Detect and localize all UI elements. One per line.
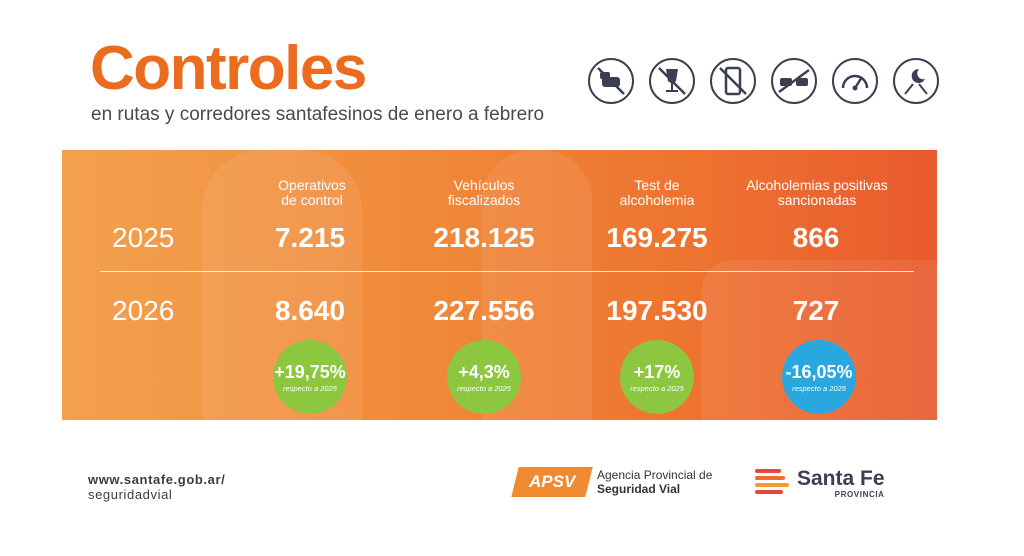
value-2026-operativos: 8.640 [274, 295, 346, 326]
speedometer-icon [832, 58, 878, 104]
apsv-logo: APSV [511, 467, 593, 497]
value-2026-alcoholemias: 727 [792, 295, 840, 326]
page-title: Controles [90, 34, 367, 103]
santa-fe-emblem-icon [755, 467, 791, 499]
no-phone-icon [710, 58, 756, 104]
no-speeding-cars-icon [588, 58, 634, 104]
value-2026-vehiculos: 227.556 [433, 295, 535, 326]
website-link[interactable]: www.santafe.gob.ar/ seguridadvial [88, 472, 226, 502]
night-driving-icon [893, 58, 939, 104]
row-divider [100, 271, 914, 272]
change-badge-alcoholemias: -16,05% respecto a 2025 [782, 340, 856, 414]
year-2025: 2025 [112, 222, 175, 253]
column-header-operativos: Operativos de control [278, 177, 346, 208]
no-overtaking-icon [771, 58, 817, 104]
value-2025-test: 169.275 [606, 222, 708, 253]
value-2026-test: 197.530 [606, 295, 708, 326]
change-badge-operativos: +19,75% respecto a 2025 [273, 340, 347, 414]
year-2026: 2026 [112, 295, 175, 326]
column-header-alcoholemias: Alcoholemias positivas sancionadas [746, 177, 888, 208]
value-2025-alcoholemias: 866 [792, 222, 840, 253]
stats-panel: Operativos de control Vehículos fiscalizad… [62, 150, 937, 420]
change-badge-test: +17% respecto a 2025 [620, 340, 694, 414]
apsv-name: Agencia Provincial de Seguridad Vial [597, 468, 713, 496]
no-alcohol-icon [649, 58, 695, 104]
value-2025-operativos: 7.215 [274, 222, 346, 253]
santa-fe-logo-block: Santa Fe PROVINCIA [755, 467, 885, 499]
column-header-vehiculos: Vehículos fiscalizados [447, 177, 521, 208]
santa-fe-name: Santa Fe [797, 466, 885, 490]
change-badge-vehiculos: +4,3% respecto a 2025 [447, 340, 521, 414]
column-header-test: Test de alcoholemia [619, 177, 695, 208]
icon-row [588, 58, 939, 104]
apsv-logo-block: APSV Agencia Provincial de Seguridad Via… [511, 467, 713, 497]
value-2025-vehiculos: 218.125 [433, 222, 535, 253]
santa-fe-provincia: PROVINCIA [834, 489, 885, 499]
page-subtitle: en rutas y corredores santafesinos de en… [91, 104, 545, 125]
